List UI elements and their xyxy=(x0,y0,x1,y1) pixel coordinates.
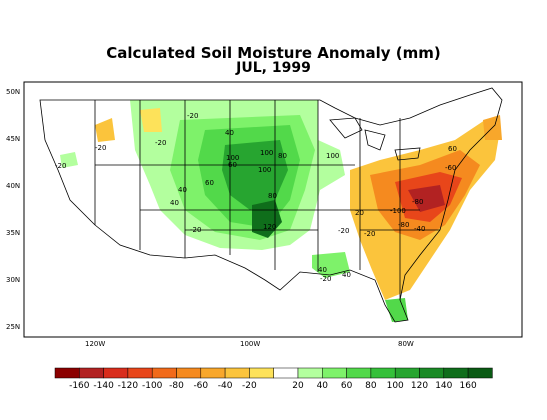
colorbar-label: -40 xyxy=(218,381,233,391)
contour-label: 80 xyxy=(278,152,287,160)
contour-label: 100 xyxy=(258,166,271,174)
colorbar-swatch xyxy=(79,367,104,379)
colorbar-swatch xyxy=(297,367,323,379)
colorbar-swatch xyxy=(322,367,347,379)
contour-label: 120 xyxy=(263,223,276,231)
dry-patch-nw xyxy=(95,118,115,142)
contour-label: -20 xyxy=(95,144,106,152)
colorbar-swatch xyxy=(346,367,372,379)
colorbar-label: -120 xyxy=(118,381,139,391)
contour-label: 100 xyxy=(326,152,339,160)
contour-label: 60 xyxy=(448,145,457,153)
colorbar-swatch xyxy=(54,367,80,379)
contour-label: -100 xyxy=(390,207,406,215)
green-patch-south xyxy=(312,252,350,278)
colorbar-label: -140 xyxy=(93,381,114,391)
contour-label: -20 xyxy=(190,226,201,234)
colorbar-swatch xyxy=(443,367,469,379)
colorbar-label: -160 xyxy=(69,381,90,391)
colorbar-swatch xyxy=(419,367,445,379)
contour-label: -20 xyxy=(55,162,66,170)
green-region-max xyxy=(252,200,282,238)
green-patch-west xyxy=(60,152,78,168)
contour-label: -60 xyxy=(445,164,456,172)
colorbar-swatch xyxy=(103,367,129,379)
contour-label: 100 xyxy=(226,154,239,162)
contour-label: 40 xyxy=(225,129,234,137)
colorbar-label: 60 xyxy=(341,381,353,391)
lat-label-40n: 40N xyxy=(6,182,20,190)
colorbar-swatch xyxy=(467,367,493,379)
lon-axis: 120W 100W 80W xyxy=(85,340,414,348)
contour-label: 40 xyxy=(318,266,327,274)
contour-label: -20 xyxy=(320,275,331,283)
green-region-peak xyxy=(222,140,288,210)
contour-label: -40 xyxy=(414,225,425,233)
colorbar-label: 160 xyxy=(460,381,477,391)
contour-label: 40 xyxy=(342,271,351,279)
colorbar-swatch xyxy=(224,367,250,379)
us-boundaries xyxy=(39,87,503,323)
colorbar-label: 20 xyxy=(292,381,304,391)
green-patch-ga xyxy=(385,298,408,322)
colorbar-swatch xyxy=(200,367,226,379)
map-subtitle: JUL, 1999 xyxy=(236,60,311,76)
colorbar-swatch xyxy=(273,367,299,379)
lon-label-120w: 120W xyxy=(85,340,105,348)
lat-label-45n: 45N xyxy=(6,135,20,143)
contour-label: -20 xyxy=(155,139,166,147)
great-lakes xyxy=(329,117,421,161)
contour-label: 60 xyxy=(205,179,214,187)
lon-label-100w: 100W xyxy=(240,340,260,348)
contour-label: -20 xyxy=(338,227,349,235)
colorbar-label: 40 xyxy=(317,381,329,391)
contour-label: 100 xyxy=(260,149,273,157)
colorbar-swatch xyxy=(127,367,153,379)
us-outline xyxy=(39,87,503,323)
map-title: Calculated Soil Moisture Anomaly (mm) xyxy=(106,44,441,62)
colorbar-label: -100 xyxy=(142,381,163,391)
colorbar-label: -60 xyxy=(193,381,208,391)
colorbar-swatch xyxy=(370,367,396,379)
dry-patch-mt xyxy=(140,108,162,132)
contour-label: -20 xyxy=(364,230,375,238)
contour-label: 20 xyxy=(355,209,364,217)
contour-label: 40 xyxy=(170,199,179,207)
colorbar-label: -20 xyxy=(242,381,257,391)
colorbar-label: 80 xyxy=(365,381,377,391)
colorbar-swatch xyxy=(176,367,202,379)
colorbar-label: 120 xyxy=(411,381,428,391)
lon-label-80w: 80W xyxy=(398,340,414,348)
anomaly-fills xyxy=(60,100,502,322)
contour-label: 80 xyxy=(268,192,277,200)
colorbar-label: 140 xyxy=(435,381,452,391)
contour-label: -80 xyxy=(398,221,409,229)
contour-label: 40 xyxy=(178,186,187,194)
colorbar-swatch xyxy=(249,367,274,379)
lat-label-25n: 25N xyxy=(6,323,20,331)
lat-label-30n: 30N xyxy=(6,276,20,284)
contour-label: -20 xyxy=(187,112,198,120)
colorbar-label: -80 xyxy=(169,381,184,391)
contour-label: -80 xyxy=(412,198,423,206)
state-lines xyxy=(94,100,440,300)
colorbar-swatch xyxy=(394,367,420,379)
lat-axis: 50N 45N 40N 35N 30N 25N xyxy=(6,88,20,331)
dry-region-peak xyxy=(408,185,445,212)
colorbar-label: 100 xyxy=(387,381,404,391)
colorbar-swatch xyxy=(151,367,177,379)
lat-label-35n: 35N xyxy=(6,229,20,237)
contour-label: 60 xyxy=(228,161,237,169)
colorbar: -160 -140 -120 -100 -80 -60 -40 -20 20 40 60 80 100 1… xyxy=(54,367,493,391)
lat-label-50n: 50N xyxy=(6,88,20,96)
